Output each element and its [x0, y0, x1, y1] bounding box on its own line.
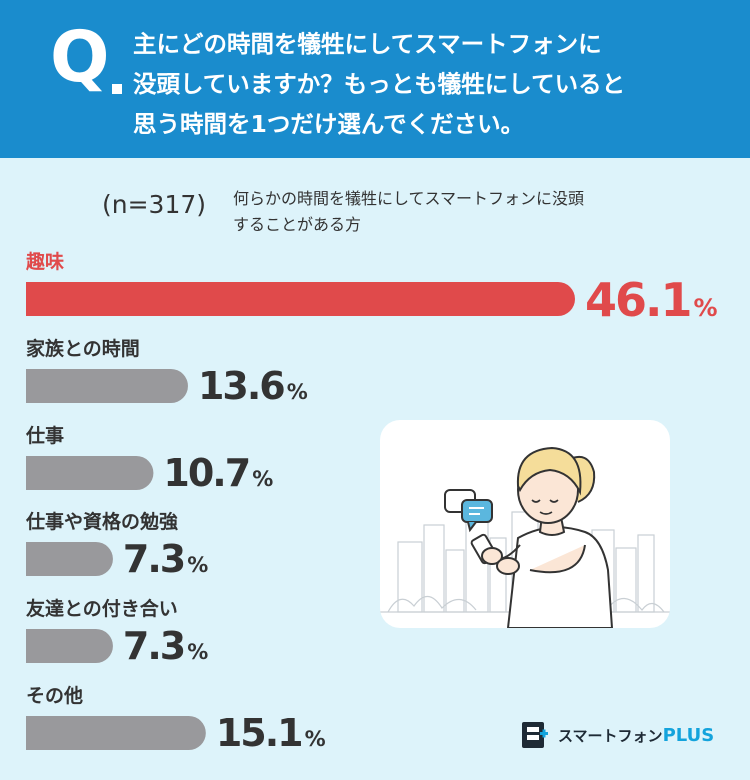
- bar: [26, 716, 206, 750]
- bar-left-edge: [26, 369, 60, 403]
- value-label: 46.1%: [585, 273, 718, 327]
- category-label: 友達との付き合い: [26, 597, 178, 620]
- bar: [26, 282, 575, 316]
- value-unit: %: [305, 727, 326, 751]
- sample-desc-line: することがある方: [233, 215, 362, 234]
- logo-mark-icon: [522, 722, 548, 748]
- value-unit: %: [252, 467, 273, 491]
- bar-left-edge: [26, 456, 60, 490]
- bar-left-edge: [26, 542, 60, 576]
- sample-size: (n=317): [102, 190, 207, 219]
- category-label: 仕事: [25, 424, 64, 447]
- value-label: 13.6%: [198, 364, 308, 408]
- brand-logo: スマートフォン PLUS: [520, 720, 714, 750]
- value-label: 15.1%: [216, 711, 326, 755]
- bar-left-edge: [26, 716, 60, 750]
- value-unit: %: [187, 553, 208, 577]
- value-label: 10.7%: [163, 451, 273, 495]
- woman-phone-illustration: [380, 420, 670, 628]
- value-unit: %: [287, 380, 308, 404]
- question-line: 没頭していますか？もっとも犠牲にしていると: [133, 70, 626, 98]
- value-unit: %: [187, 640, 208, 664]
- question-header: Q 主にどの時間を犠牲にしてスマートフォンに 没頭していますか？もっとも犠牲にし…: [0, 0, 750, 158]
- q-dot: [112, 84, 122, 94]
- category-label: 趣味: [25, 250, 64, 273]
- logo-plus: PLUS: [662, 724, 715, 746]
- q-letter: Q: [50, 16, 110, 98]
- bar-left-edge: [26, 282, 60, 316]
- value-label: 7.3%: [123, 537, 208, 581]
- sample-desc-line: 何らかの時間を犠牲にしてスマートフォンに没頭: [233, 189, 585, 208]
- question-line: 思う時間を1つだけ選んでください。: [133, 110, 525, 138]
- value-unit: %: [694, 294, 718, 322]
- question-line: 主にどの時間を犠牲にしてスマートフォンに: [133, 30, 602, 58]
- bar: [26, 369, 188, 403]
- sample-description: 何らかの時間を犠牲にしてスマートフォンに没頭 することがある方: [233, 186, 673, 238]
- value-label: 7.3%: [123, 624, 208, 668]
- category-label: 家族との時間: [26, 337, 140, 360]
- bar-left-edge: [26, 629, 60, 663]
- logo-text: スマートフォン: [558, 726, 663, 745]
- question-text: 主にどの時間を犠牲にしてスマートフォンに 没頭していますか？もっとも犠牲にしてい…: [133, 24, 723, 144]
- category-label: その他: [26, 684, 83, 707]
- category-label: 仕事や資格の勉強: [25, 510, 178, 533]
